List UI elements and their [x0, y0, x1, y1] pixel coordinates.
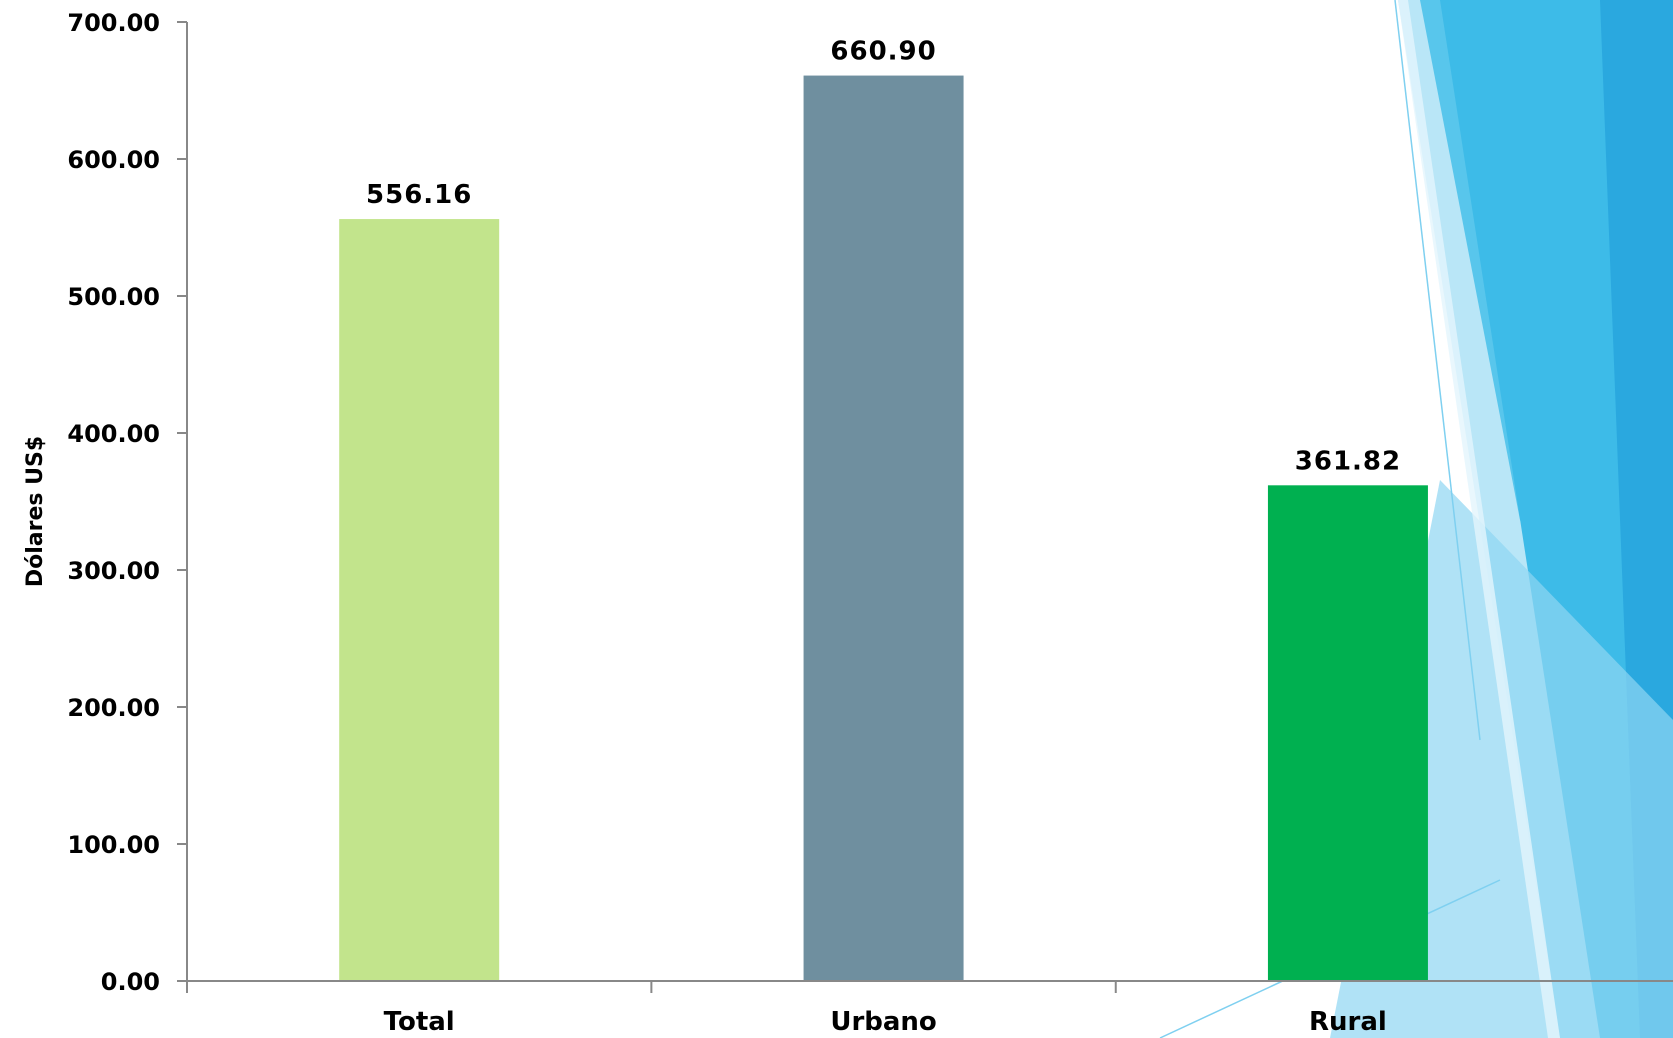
- y-axis-tick-labels: 0.00 100.00 200.00 300.00 400.00 500.00 600.00…: [67, 9, 160, 996]
- data-label-urbano: 660.90: [830, 37, 936, 67]
- y-tick-label: 100.00: [67, 831, 160, 859]
- data-label-total: 556.16: [366, 180, 472, 210]
- y-tick-label: 0.00: [101, 968, 160, 996]
- y-axis-ticks: [177, 21, 187, 982]
- bar-rural: [1267, 485, 1428, 981]
- bar-total: [339, 219, 500, 982]
- y-tick-label: 200.00: [67, 694, 160, 722]
- data-label-rural: 361.82: [1295, 446, 1401, 476]
- x-axis-ticks: [186, 981, 1117, 993]
- y-tick-label: 300.00: [67, 557, 160, 585]
- decor-thin-line: [1394, 0, 1481, 741]
- category-label-urbano: Urbano: [830, 1007, 936, 1037]
- y-tick-label: 600.00: [67, 146, 160, 174]
- category-label-rural: Rural: [1309, 1007, 1387, 1037]
- category-label-total: Total: [384, 1007, 455, 1037]
- bars-group: [339, 75, 1428, 982]
- y-tick-label: 400.00: [67, 420, 160, 448]
- y-tick-label: 700.00: [67, 9, 160, 37]
- y-axis-title: Dólares US$: [23, 436, 48, 587]
- x-axis-category-labels: Total Urbano Rural: [384, 1007, 1387, 1037]
- bar-urbano: [803, 75, 964, 981]
- y-tick-label: 500.00: [67, 283, 160, 311]
- decor-ray: [1398, 0, 1560, 1038]
- data-labels-group: 556.16 660.90 361.82: [366, 37, 1401, 477]
